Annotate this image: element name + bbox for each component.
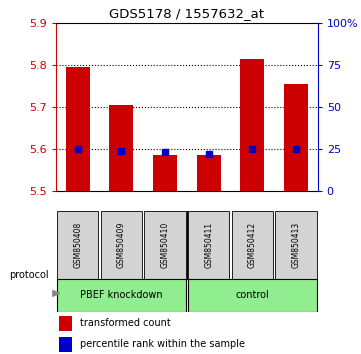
Text: control: control <box>235 290 269 300</box>
Text: percentile rank within the sample: percentile rank within the sample <box>79 339 244 349</box>
FancyBboxPatch shape <box>144 211 186 279</box>
Bar <box>66 67 90 191</box>
Title: GDS5178 / 1557632_at: GDS5178 / 1557632_at <box>109 7 264 21</box>
Text: GSM850410: GSM850410 <box>161 222 170 268</box>
FancyBboxPatch shape <box>57 211 99 279</box>
FancyBboxPatch shape <box>275 211 317 279</box>
FancyBboxPatch shape <box>188 279 317 312</box>
Text: GSM850411: GSM850411 <box>204 222 213 268</box>
FancyBboxPatch shape <box>57 279 186 312</box>
FancyBboxPatch shape <box>231 211 273 279</box>
Text: GSM850413: GSM850413 <box>291 222 300 268</box>
Text: transformed count: transformed count <box>79 318 170 328</box>
FancyBboxPatch shape <box>101 211 142 279</box>
Text: protocol: protocol <box>9 270 49 280</box>
FancyBboxPatch shape <box>188 211 229 279</box>
Bar <box>109 105 133 191</box>
Bar <box>240 59 264 191</box>
Text: GSM850408: GSM850408 <box>73 222 82 268</box>
Bar <box>58 337 71 352</box>
Bar <box>58 316 71 331</box>
Bar <box>197 155 221 191</box>
Text: GSM850409: GSM850409 <box>117 222 126 268</box>
Text: GSM850412: GSM850412 <box>248 222 257 268</box>
Bar <box>153 155 177 191</box>
Text: PBEF knockdown: PBEF knockdown <box>80 290 163 300</box>
Bar <box>284 84 308 191</box>
